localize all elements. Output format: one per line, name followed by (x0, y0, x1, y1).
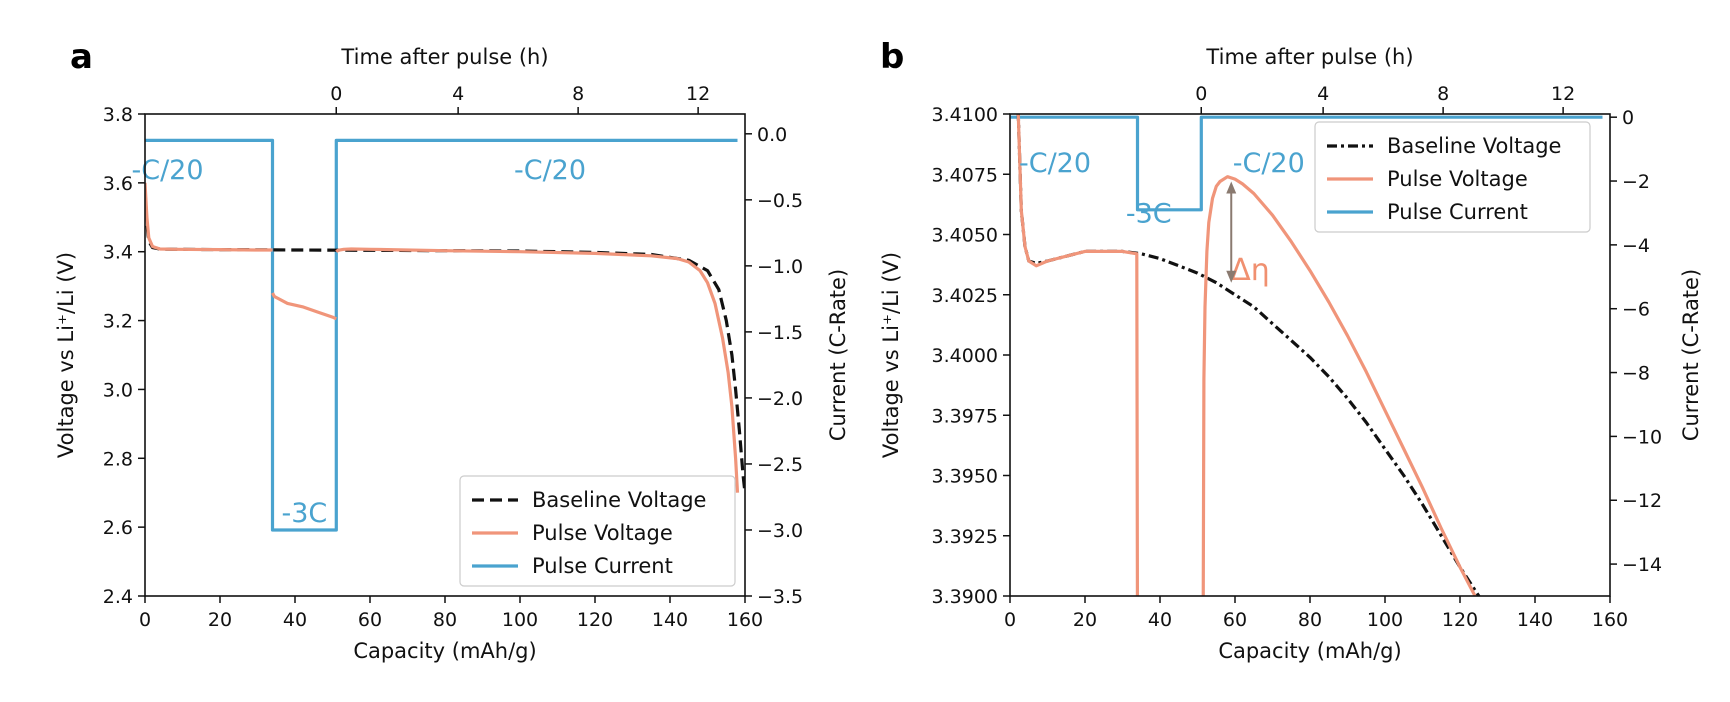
y-tick-label: 2.4 (103, 586, 133, 608)
legend-label: Baseline Voltage (532, 488, 706, 512)
x-tick-label: 100 (502, 609, 538, 631)
series-line-pulse-voltage (1016, 114, 1140, 596)
y2-tick-label: −8 (1622, 363, 1650, 385)
series-line-pulse-voltage (335, 247, 740, 493)
top-tick-label: 4 (1317, 83, 1329, 105)
x-tick-label: 60 (1223, 609, 1247, 631)
x-tick-label: 60 (358, 609, 382, 631)
y-tick-label: 3.3900 (932, 586, 998, 608)
y-tick-label: 3.4025 (932, 285, 998, 307)
series-line-pulse-voltage (271, 292, 337, 321)
annotation-label: -C/20 (1019, 148, 1091, 179)
y2-tick-label: −2.0 (757, 388, 803, 410)
y-tick-label: 3.3975 (932, 405, 998, 427)
series-line-pulse-current (145, 138, 738, 532)
top-tick-label: 0 (1195, 83, 1207, 105)
y2-axis-label: Current (C-Rate) (826, 269, 850, 441)
y-tick-label: 3.2 (103, 311, 133, 333)
y-tick-label: 3.6 (103, 173, 133, 195)
annotation-label: -3C (281, 498, 327, 529)
series-line-pulse-voltage (1201, 175, 1477, 596)
y-tick-label: 3.4 (103, 242, 133, 264)
annotation-label: -C/20 (1233, 148, 1305, 179)
plot-frame (1009, 113, 1611, 597)
annotation-label: -C/20 (131, 155, 203, 186)
top-axis-label: Time after pulse (h) (1205, 45, 1413, 69)
y2-axis-label: Current (C-Rate) (1679, 269, 1703, 441)
x-axis-label: Capacity (mAh/g) (1218, 639, 1401, 663)
x-tick-label: 140 (652, 609, 688, 631)
y-axis-label: Voltage vs Li⁺/Li (V) (54, 252, 78, 458)
legend: Baseline Voltage Pulse Voltage Pulse Curre… (1314, 121, 1591, 233)
x-tick-label: 20 (1073, 609, 1097, 631)
x-tick-label: 20 (208, 609, 232, 631)
x-tick-label: 40 (283, 609, 307, 631)
annotation-label: -C/20 (514, 155, 586, 186)
x-tick-label: 0 (139, 609, 151, 631)
y2-tick-label: −4 (1622, 235, 1650, 257)
x-tick-label: 80 (433, 609, 457, 631)
plot-frame (144, 113, 746, 597)
y2-tick-label: −14 (1622, 554, 1662, 576)
y2-tick-label: −1.0 (757, 256, 803, 278)
x-tick-label: 140 (1517, 609, 1553, 631)
x-tick-label: 80 (1298, 609, 1322, 631)
panel-label: a (70, 37, 93, 77)
top-tick-label: 4 (452, 83, 464, 105)
y-tick-label: 3.4100 (932, 104, 998, 126)
y2-tick-label: −6 (1622, 299, 1650, 321)
legend-label: Baseline Voltage (1387, 134, 1561, 158)
y2-tick-label: −0.5 (757, 190, 803, 212)
legend-label: Pulse Voltage (1387, 167, 1528, 191)
y-tick-label: 3.4075 (932, 164, 998, 186)
y-tick-label: 2.8 (103, 448, 133, 470)
y2-tick-label: −2.5 (757, 454, 803, 476)
top-axis-label: Time after pulse (h) (340, 45, 548, 69)
top-tick-label: 12 (686, 83, 710, 105)
y2-tick-label: −10 (1622, 426, 1662, 448)
x-tick-label: 0 (1004, 609, 1016, 631)
legend-label: Pulse Voltage (532, 521, 673, 545)
y2-tick-label: −3.0 (757, 520, 803, 542)
top-tick-label: 8 (1437, 83, 1449, 105)
x-tick-label: 160 (1592, 609, 1628, 631)
y2-tick-label: −2 (1622, 171, 1650, 193)
series-line-baseline-voltage (145, 189, 745, 493)
x-tick-label: 40 (1148, 609, 1172, 631)
annotation-label: Δη (1230, 253, 1270, 288)
y2-tick-label: 0.0 (757, 124, 787, 146)
y2-tick-label: −12 (1622, 490, 1662, 512)
top-tick-label: 12 (1551, 83, 1575, 105)
y-tick-label: 3.3950 (932, 466, 998, 488)
top-tick-label: 8 (572, 83, 584, 105)
series-line-pulse-voltage (145, 182, 273, 252)
y-tick-label: 3.0 (103, 379, 133, 401)
panel-label: b (880, 37, 904, 77)
panel-b: b0 20 40 60 80 100 120 140 1603.39003.39253.3950… (879, 37, 1703, 663)
y-tick-label: 3.4050 (932, 225, 998, 247)
y-tick-label: 3.4000 (932, 345, 998, 367)
y2-tick-label: −1.5 (757, 322, 803, 344)
x-tick-label: 120 (577, 609, 613, 631)
delta-eta-arrow (1226, 181, 1237, 283)
x-tick-label: 100 (1367, 609, 1403, 631)
x-tick-label: 160 (727, 609, 763, 631)
y2-tick-label: −3.5 (757, 586, 803, 608)
top-tick-label: 0 (330, 83, 342, 105)
y-tick-label: 3.3925 (932, 526, 998, 548)
x-axis-label: Capacity (mAh/g) (353, 639, 536, 663)
y-tick-label: 3.8 (103, 104, 133, 126)
x-tick-label: 120 (1442, 609, 1478, 631)
series-line-pulse-current (1010, 115, 1603, 212)
y2-tick-label: 0 (1622, 107, 1634, 129)
legend: Baseline Voltage Pulse Voltage Pulse Curre… (459, 475, 736, 587)
legend-label: Pulse Current (1387, 200, 1528, 224)
panel-a: a0 20 40 60 80 100 120 140 1602.42.62.83.03.23.4… (54, 37, 850, 663)
y-tick-label: 2.6 (103, 517, 133, 539)
annotation-label: -3C (1126, 198, 1172, 229)
legend-label: Pulse Current (532, 554, 673, 578)
y-axis-label: Voltage vs Li⁺/Li (V) (879, 252, 903, 458)
